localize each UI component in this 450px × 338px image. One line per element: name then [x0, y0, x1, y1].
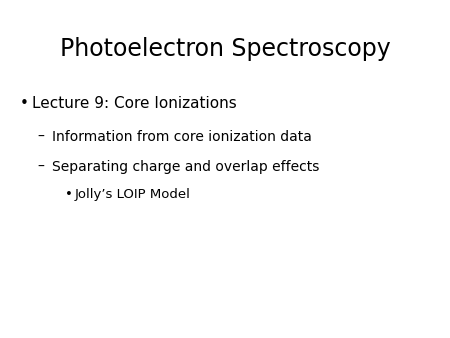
- Text: –: –: [37, 160, 44, 174]
- Text: Separating charge and overlap effects: Separating charge and overlap effects: [52, 160, 319, 174]
- Text: •: •: [65, 188, 73, 201]
- Text: Jolly’s LOIP Model: Jolly’s LOIP Model: [74, 188, 190, 201]
- Text: –: –: [37, 130, 44, 144]
- Text: Information from core ionization data: Information from core ionization data: [52, 130, 311, 144]
- Text: •: •: [20, 96, 29, 111]
- Text: Photoelectron Spectroscopy: Photoelectron Spectroscopy: [59, 37, 391, 61]
- Text: Lecture 9: Core Ionizations: Lecture 9: Core Ionizations: [32, 96, 236, 111]
